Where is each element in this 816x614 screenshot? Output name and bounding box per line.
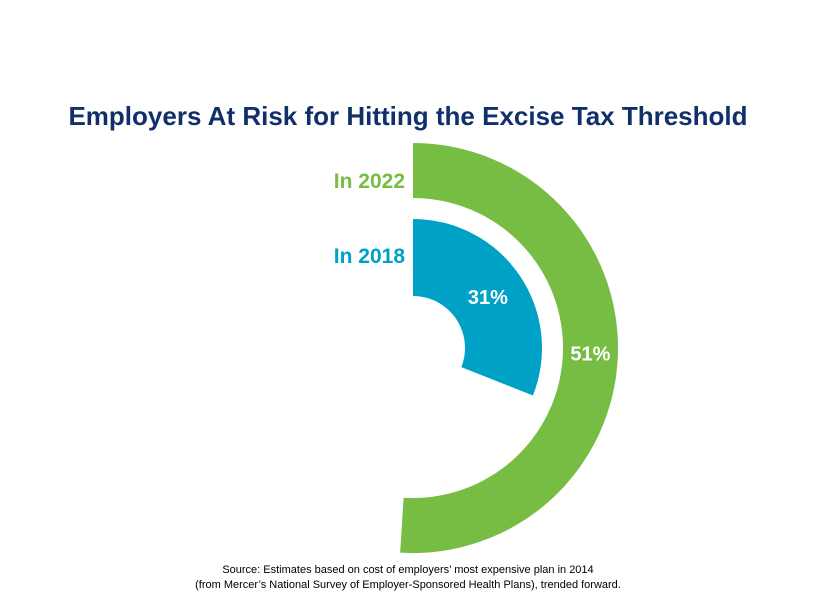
source-note: Source: Estimates based on cost of emplo… — [0, 563, 816, 593]
legend-label-2018: In 2018 — [334, 245, 406, 268]
arc-2018 — [413, 219, 542, 396]
value-label-2018: 31% — [468, 287, 508, 309]
legend-label-2022: In 2022 — [334, 170, 405, 193]
source-line-2: (from Mercer’s National Survey of Employ… — [195, 579, 621, 591]
source-line-1: Source: Estimates based on cost of emplo… — [222, 564, 594, 576]
chart-title: Employers At Risk for Hitting the Excise… — [68, 101, 748, 131]
value-label-2022: 51% — [570, 344, 610, 366]
arc-2022 — [400, 143, 619, 553]
